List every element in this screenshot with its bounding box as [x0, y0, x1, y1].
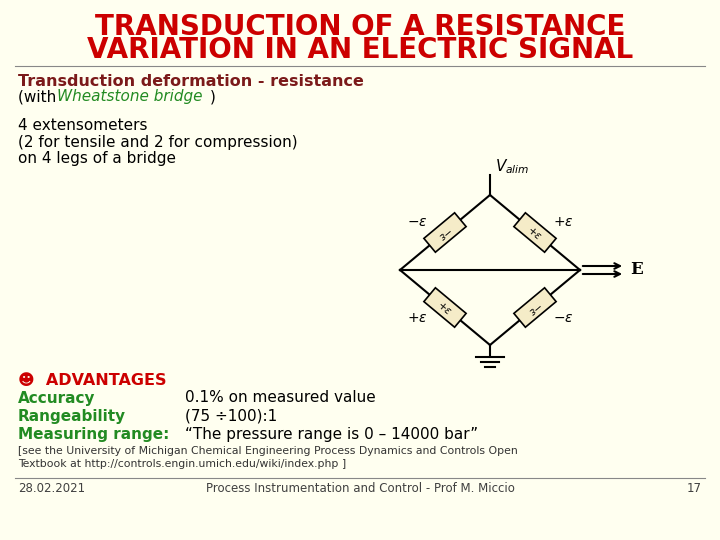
Polygon shape	[514, 288, 556, 327]
Text: TRANSDUCTION OF A RESISTANCE: TRANSDUCTION OF A RESISTANCE	[95, 13, 625, 41]
Text: Measuring range:: Measuring range:	[18, 427, 169, 442]
Text: Transduction deformation - resistance: Transduction deformation - resistance	[18, 75, 364, 90]
Text: E: E	[630, 261, 643, 279]
Text: Accuracy: Accuracy	[18, 390, 96, 406]
Text: 28.02.2021: 28.02.2021	[18, 482, 85, 495]
Polygon shape	[424, 213, 466, 252]
Text: (75 ÷100):1: (75 ÷100):1	[185, 408, 277, 423]
Text: $-\varepsilon$: $-\varepsilon$	[407, 215, 428, 230]
Text: $-\varepsilon$: $-\varepsilon$	[526, 299, 544, 316]
Polygon shape	[424, 288, 466, 327]
Text: $-\varepsilon$: $-\varepsilon$	[436, 224, 454, 241]
Text: ): )	[210, 90, 216, 105]
Text: $+\varepsilon$: $+\varepsilon$	[436, 298, 454, 317]
Text: (with: (with	[18, 90, 61, 105]
Polygon shape	[514, 213, 556, 252]
Text: 17: 17	[687, 482, 702, 495]
Text: ☻  ADVANTAGES: ☻ ADVANTAGES	[18, 373, 166, 388]
Text: $+\varepsilon$: $+\varepsilon$	[407, 310, 428, 325]
Text: Process Instrumentation and Control - Prof M. Miccio: Process Instrumentation and Control - Pr…	[206, 482, 514, 495]
Text: $V_{alim}$: $V_{alim}$	[495, 158, 529, 177]
Text: $+\varepsilon$: $+\varepsilon$	[526, 223, 544, 242]
Text: VARIATION IN AN ELECTRIC SIGNAL: VARIATION IN AN ELECTRIC SIGNAL	[87, 36, 633, 64]
Text: Rangeability: Rangeability	[18, 408, 126, 423]
Text: 4 extensometers: 4 extensometers	[18, 118, 148, 132]
Text: Wheatstone bridge: Wheatstone bridge	[57, 90, 202, 105]
Text: “The pressure range is 0 – 14000 bar”: “The pressure range is 0 – 14000 bar”	[185, 427, 478, 442]
Text: 0.1% on measured value: 0.1% on measured value	[185, 390, 376, 406]
Text: [see the University of Michigan Chemical Engineering Process Dynamics and Contro: [see the University of Michigan Chemical…	[18, 446, 518, 456]
Text: $-\varepsilon$: $-\varepsilon$	[553, 310, 573, 325]
Text: $+\varepsilon$: $+\varepsilon$	[553, 215, 573, 230]
Text: Textbook at http://controls.engin.umich.edu/wiki/index.php ]: Textbook at http://controls.engin.umich.…	[18, 459, 346, 469]
Text: on 4 legs of a bridge: on 4 legs of a bridge	[18, 152, 176, 166]
Text: (2 for tensile and 2 for compression): (2 for tensile and 2 for compression)	[18, 134, 297, 150]
